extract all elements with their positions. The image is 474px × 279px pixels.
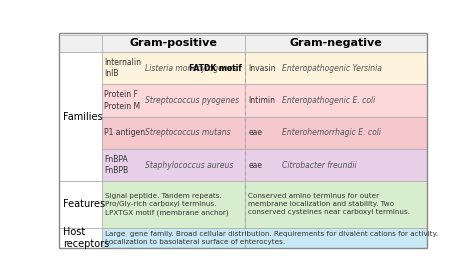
- Bar: [102, 181, 245, 227]
- Text: P1 antigen: P1 antigen: [104, 128, 146, 137]
- Text: Streptococcus mutans: Streptococcus mutans: [145, 128, 231, 137]
- Bar: [59, 181, 102, 227]
- Text: Staphylococcus aureus: Staphylococcus aureus: [145, 161, 234, 170]
- Text: Signal peptide. Tandem repeats.
Pro/Gly-rich carboxyl terminus.
LPXTGX motif (me: Signal peptide. Tandem repeats. Pro/Gly-…: [105, 193, 228, 216]
- Bar: [102, 52, 245, 84]
- Bar: [245, 35, 427, 52]
- Bar: [245, 52, 427, 84]
- Text: Features: Features: [63, 199, 105, 210]
- Bar: [102, 149, 245, 181]
- Bar: [245, 84, 427, 117]
- Bar: [102, 35, 245, 52]
- Text: Enteropathogenic Yersinia: Enteropathogenic Yersinia: [283, 64, 383, 73]
- Text: Gram-positive: Gram-positive: [129, 39, 218, 49]
- Bar: [102, 117, 245, 149]
- Bar: [245, 117, 427, 149]
- Text: Protein F
Protein M: Protein F Protein M: [104, 90, 140, 110]
- Text: eae: eae: [248, 161, 262, 170]
- Text: FATDK motif: FATDK motif: [190, 64, 242, 73]
- Bar: [59, 52, 102, 181]
- Text: Host
receptors: Host receptors: [63, 227, 109, 249]
- Text: Gram-negative: Gram-negative: [290, 39, 383, 49]
- Bar: [245, 149, 427, 181]
- Text: eae: eae: [248, 128, 262, 137]
- Bar: [59, 227, 102, 248]
- Text: Intimin: Intimin: [248, 96, 275, 105]
- Text: Listeria monocytogenes: Listeria monocytogenes: [145, 64, 237, 73]
- Text: Enteropathogenic E. coli: Enteropathogenic E. coli: [283, 96, 376, 105]
- Text: Families: Families: [63, 112, 103, 122]
- Text: Internalin
InlB: Internalin InlB: [104, 58, 141, 78]
- Bar: [102, 227, 427, 248]
- Bar: [245, 181, 427, 227]
- Bar: [102, 84, 245, 117]
- Text: Citrobacter freundii: Citrobacter freundii: [283, 161, 357, 170]
- Text: Large  gene family. Broad cellular distribution. Requirements for divalent catio: Large gene family. Broad cellular distri…: [105, 231, 438, 245]
- Text: Conserved amino terminus for outer
membrane localization and stability. Two
cons: Conserved amino terminus for outer membr…: [248, 193, 410, 215]
- Text: Streptococcus pyogenes: Streptococcus pyogenes: [145, 96, 239, 105]
- Text: FnBPA
FnBPB: FnBPA FnBPB: [104, 155, 128, 175]
- Text: Enterohemorrhagic E. coli: Enterohemorrhagic E. coli: [283, 128, 382, 137]
- Text: Invasin: Invasin: [248, 64, 276, 73]
- Bar: [59, 35, 102, 52]
